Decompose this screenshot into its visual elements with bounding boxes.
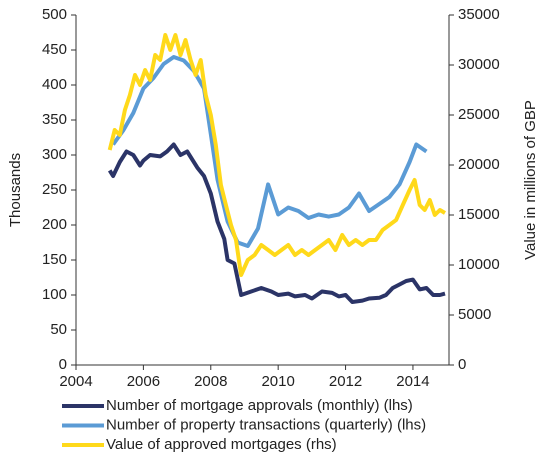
series-line — [107, 33, 447, 277]
series-line — [107, 142, 446, 304]
y2-tick-label: 15000 — [458, 206, 500, 223]
y2-axis-label: Value in millions of GBP — [522, 100, 539, 260]
y-tick-label: 350 — [42, 111, 67, 128]
y-tick-label: 500 — [42, 6, 67, 23]
y-tick-label: 0 — [59, 356, 67, 373]
legend-label: Value of approved mortgages (rhs) — [106, 436, 337, 453]
y2-tick-label: 30000 — [458, 56, 500, 73]
y-tick-label: 50 — [50, 321, 67, 338]
x-tick-label: 2012 — [329, 373, 362, 390]
legend-label: Number of property transactions (quarter… — [106, 416, 426, 433]
x-tick-label: 2008 — [194, 373, 227, 390]
y-tick-label: 100 — [42, 286, 67, 303]
x-tick-label: 2010 — [261, 373, 294, 390]
y2-tick-label: 25000 — [458, 106, 500, 123]
y2-tick-label: 20000 — [458, 156, 500, 173]
y-tick-label: 200 — [42, 216, 67, 233]
y-tick-label: 150 — [42, 251, 67, 268]
y-tick-label: 300 — [42, 146, 67, 163]
x-tick-label: 2006 — [127, 373, 160, 390]
y-axis-label: Thousands — [7, 153, 24, 227]
x-tick-label: 2014 — [396, 373, 429, 390]
y-tick-label: 400 — [42, 76, 67, 93]
y2-tick-label: 10000 — [458, 256, 500, 273]
y2-tick-label: 5000 — [458, 306, 491, 323]
x-tick-label: 2004 — [59, 373, 92, 390]
series-line — [111, 55, 428, 248]
y2-tick-label: 35000 — [458, 6, 500, 23]
y2-tick-label: 0 — [458, 356, 466, 373]
legend-label: Number of mortgage approvals (monthly) (… — [106, 397, 413, 414]
y-tick-label: 250 — [42, 181, 67, 198]
y-tick-label: 450 — [42, 41, 67, 58]
